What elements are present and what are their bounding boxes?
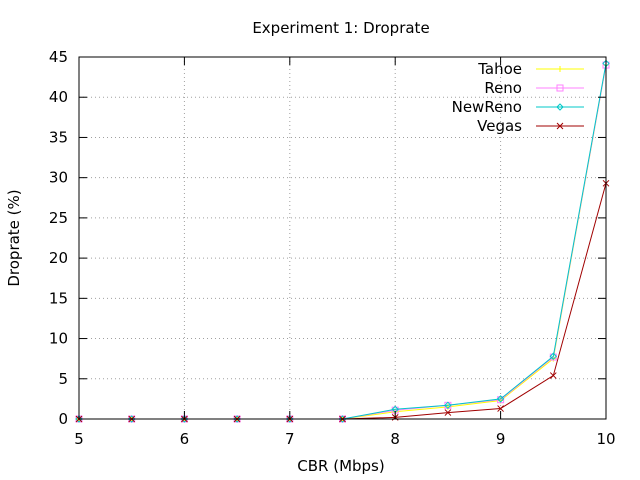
data-point-newreno [444,401,452,410]
y-tick-label: 45 [49,48,68,66]
chart-title: Experiment 1: Droprate [252,19,429,37]
y-tick-label: 15 [49,289,68,307]
y-tick-label: 20 [49,249,68,267]
legend-label-reno: Reno [484,79,522,97]
legend-label-tahoe: Tahoe [477,60,522,78]
x-tick-label: 10 [596,430,615,448]
grid-lines [79,57,606,419]
data-point-newreno [127,415,136,423]
x-tick-label: 5 [74,430,84,448]
y-tick-label: 35 [49,128,68,146]
data-point-vegas [444,409,452,416]
legend-item-newreno: NewReno [452,98,584,116]
y-tick-label: 25 [49,209,68,227]
x-axis-title: CBR (Mbps) [297,457,384,475]
data-point-newreno [233,415,241,423]
legend-label-vegas: Vegas [477,117,522,135]
data-point-newreno [549,352,558,360]
legend-marker-vegas [556,122,564,130]
data-point-newreno [496,395,505,403]
y-tick-label: 10 [49,330,68,348]
legend-marker-reno [556,84,564,92]
data-point-newreno [286,415,294,423]
legend-item-tahoe: Tahoe [477,60,584,78]
data-point-vegas [549,372,557,379]
x-tick-label: 7 [285,430,295,448]
y-tick-label: 0 [58,410,68,428]
x-tick-label: 8 [390,430,400,448]
legend-marker-newreno [556,103,564,111]
plot-area-border [78,56,607,420]
legend-item-reno: Reno [484,79,584,97]
data-point-newreno [338,415,347,423]
y-tick-label: 5 [58,370,68,388]
y-tick-label: 30 [49,169,68,187]
data-point-newreno [180,415,189,423]
x-tick-label: 6 [180,430,190,448]
legend-label-newreno: NewReno [452,98,522,116]
legend-marker-tahoe [557,66,563,72]
x-tick-label: 9 [496,430,506,448]
y-axis-title: Droprate (%) [5,189,23,286]
legend-item-vegas: Vegas [477,117,584,135]
y-tick-label: 40 [49,88,68,106]
data-point-newreno [75,415,83,423]
data-point-vegas [497,405,504,412]
